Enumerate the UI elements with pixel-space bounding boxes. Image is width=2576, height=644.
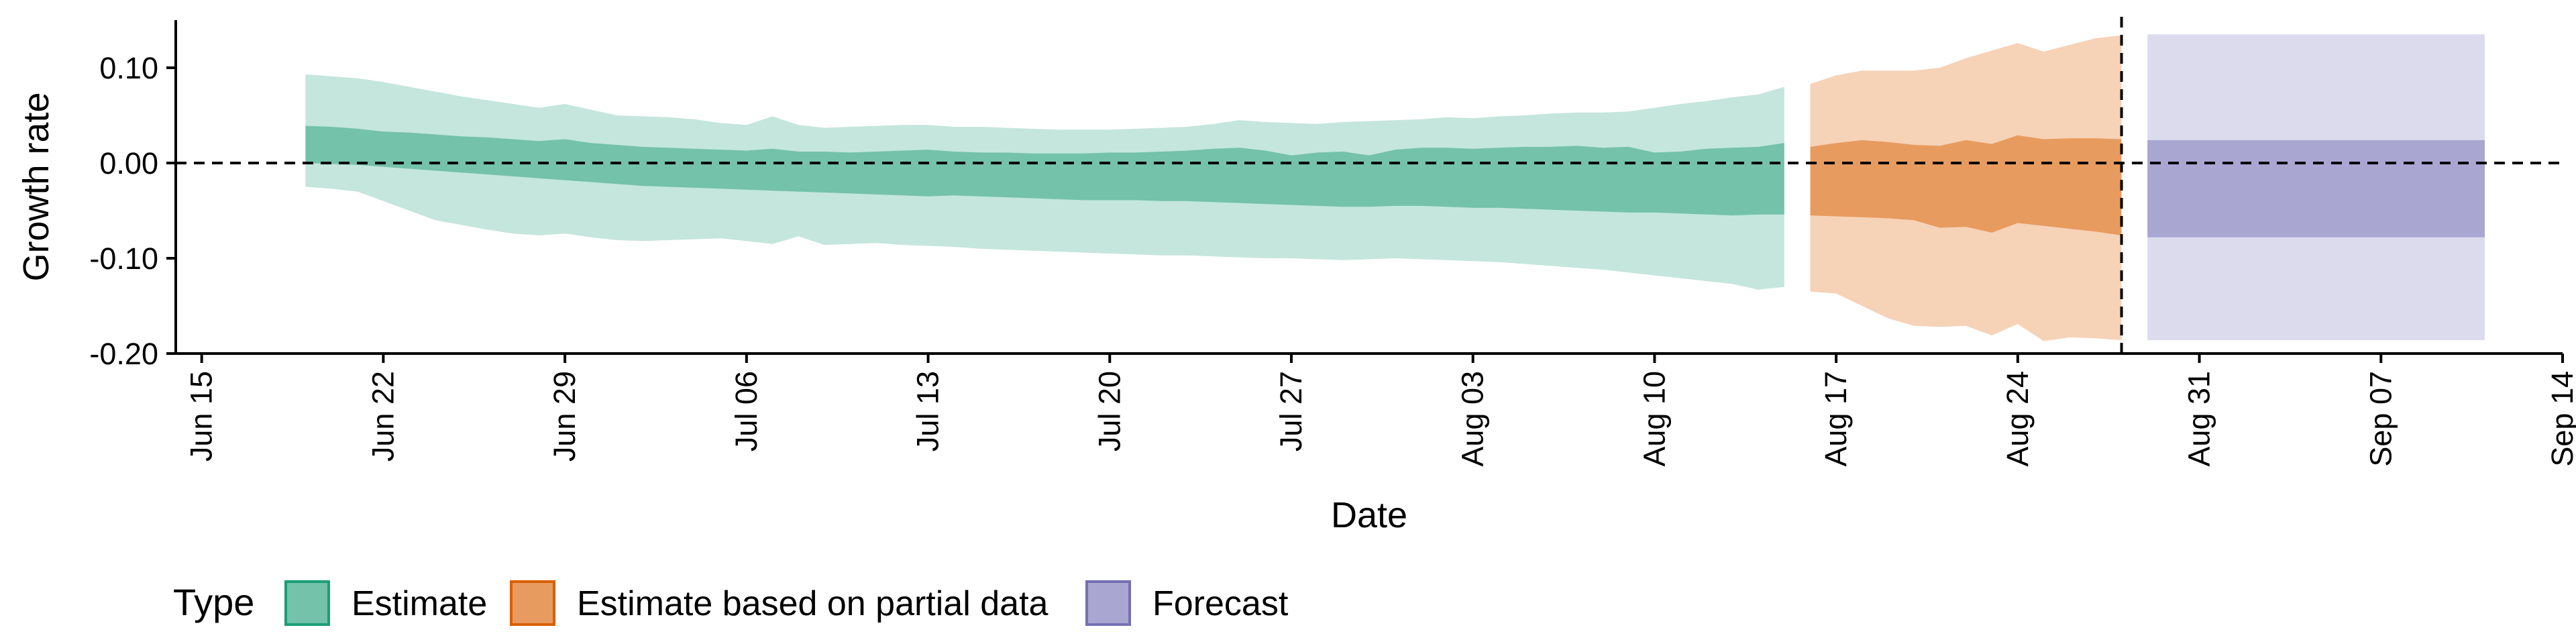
band-inner-forecast xyxy=(2147,140,2485,237)
legend-title: Type xyxy=(173,581,254,623)
y-tick-label: 0.00 xyxy=(99,146,158,180)
legend-key-estimate-based-on-partial-data xyxy=(510,580,555,626)
y-tick-label: 0.10 xyxy=(99,51,158,85)
legend-label-estimate-based-on-partial-data: Estimate based on partial data xyxy=(577,584,1049,623)
x-tick-label: Jun 22 xyxy=(366,371,400,462)
legend: Type Estimate Estimate based on partial d… xyxy=(173,580,1289,626)
band-inner-estimate xyxy=(305,125,1784,216)
x-tick-label: Jun 15 xyxy=(184,371,219,462)
band-inner-estimate-based-on-partial-data xyxy=(1810,135,2122,235)
legend-label-forecast: Forecast xyxy=(1152,584,1289,623)
x-tick-label: Aug 31 xyxy=(2182,371,2216,467)
legend-label-estimate: Estimate xyxy=(352,584,487,623)
chart-axes: 0.10 0.00 -0.10 -0.20 Jun 15 Jun 22 Jun 29 Jul … xyxy=(89,20,2576,467)
y-tick-label: -0.10 xyxy=(89,241,158,276)
x-tick-label: Jul 27 xyxy=(1274,371,1308,451)
legend-key-estimate xyxy=(284,580,330,626)
x-tick-label: Jul 20 xyxy=(1092,371,1126,451)
x-tick-label: Aug 24 xyxy=(2000,371,2035,467)
x-axis-title: Date xyxy=(1331,495,1407,535)
x-tick-label: Jun 29 xyxy=(547,371,582,462)
legend-key-forecast xyxy=(1085,580,1131,626)
x-tick-label: Jul 06 xyxy=(729,371,763,451)
reference-lines xyxy=(176,17,2563,354)
x-tick-label: Aug 03 xyxy=(1456,371,1490,467)
chart-bands xyxy=(305,34,2485,341)
x-tick-label: Sep 14 xyxy=(2545,371,2576,467)
y-axis-title: Growth rate xyxy=(16,92,56,281)
x-tick-label: Aug 10 xyxy=(1637,371,1671,467)
y-tick-label: -0.20 xyxy=(89,337,158,371)
x-tick-label: Aug 17 xyxy=(1819,371,1853,467)
x-tick-label: Sep 07 xyxy=(2363,371,2398,467)
x-tick-label: Jul 13 xyxy=(911,371,945,451)
